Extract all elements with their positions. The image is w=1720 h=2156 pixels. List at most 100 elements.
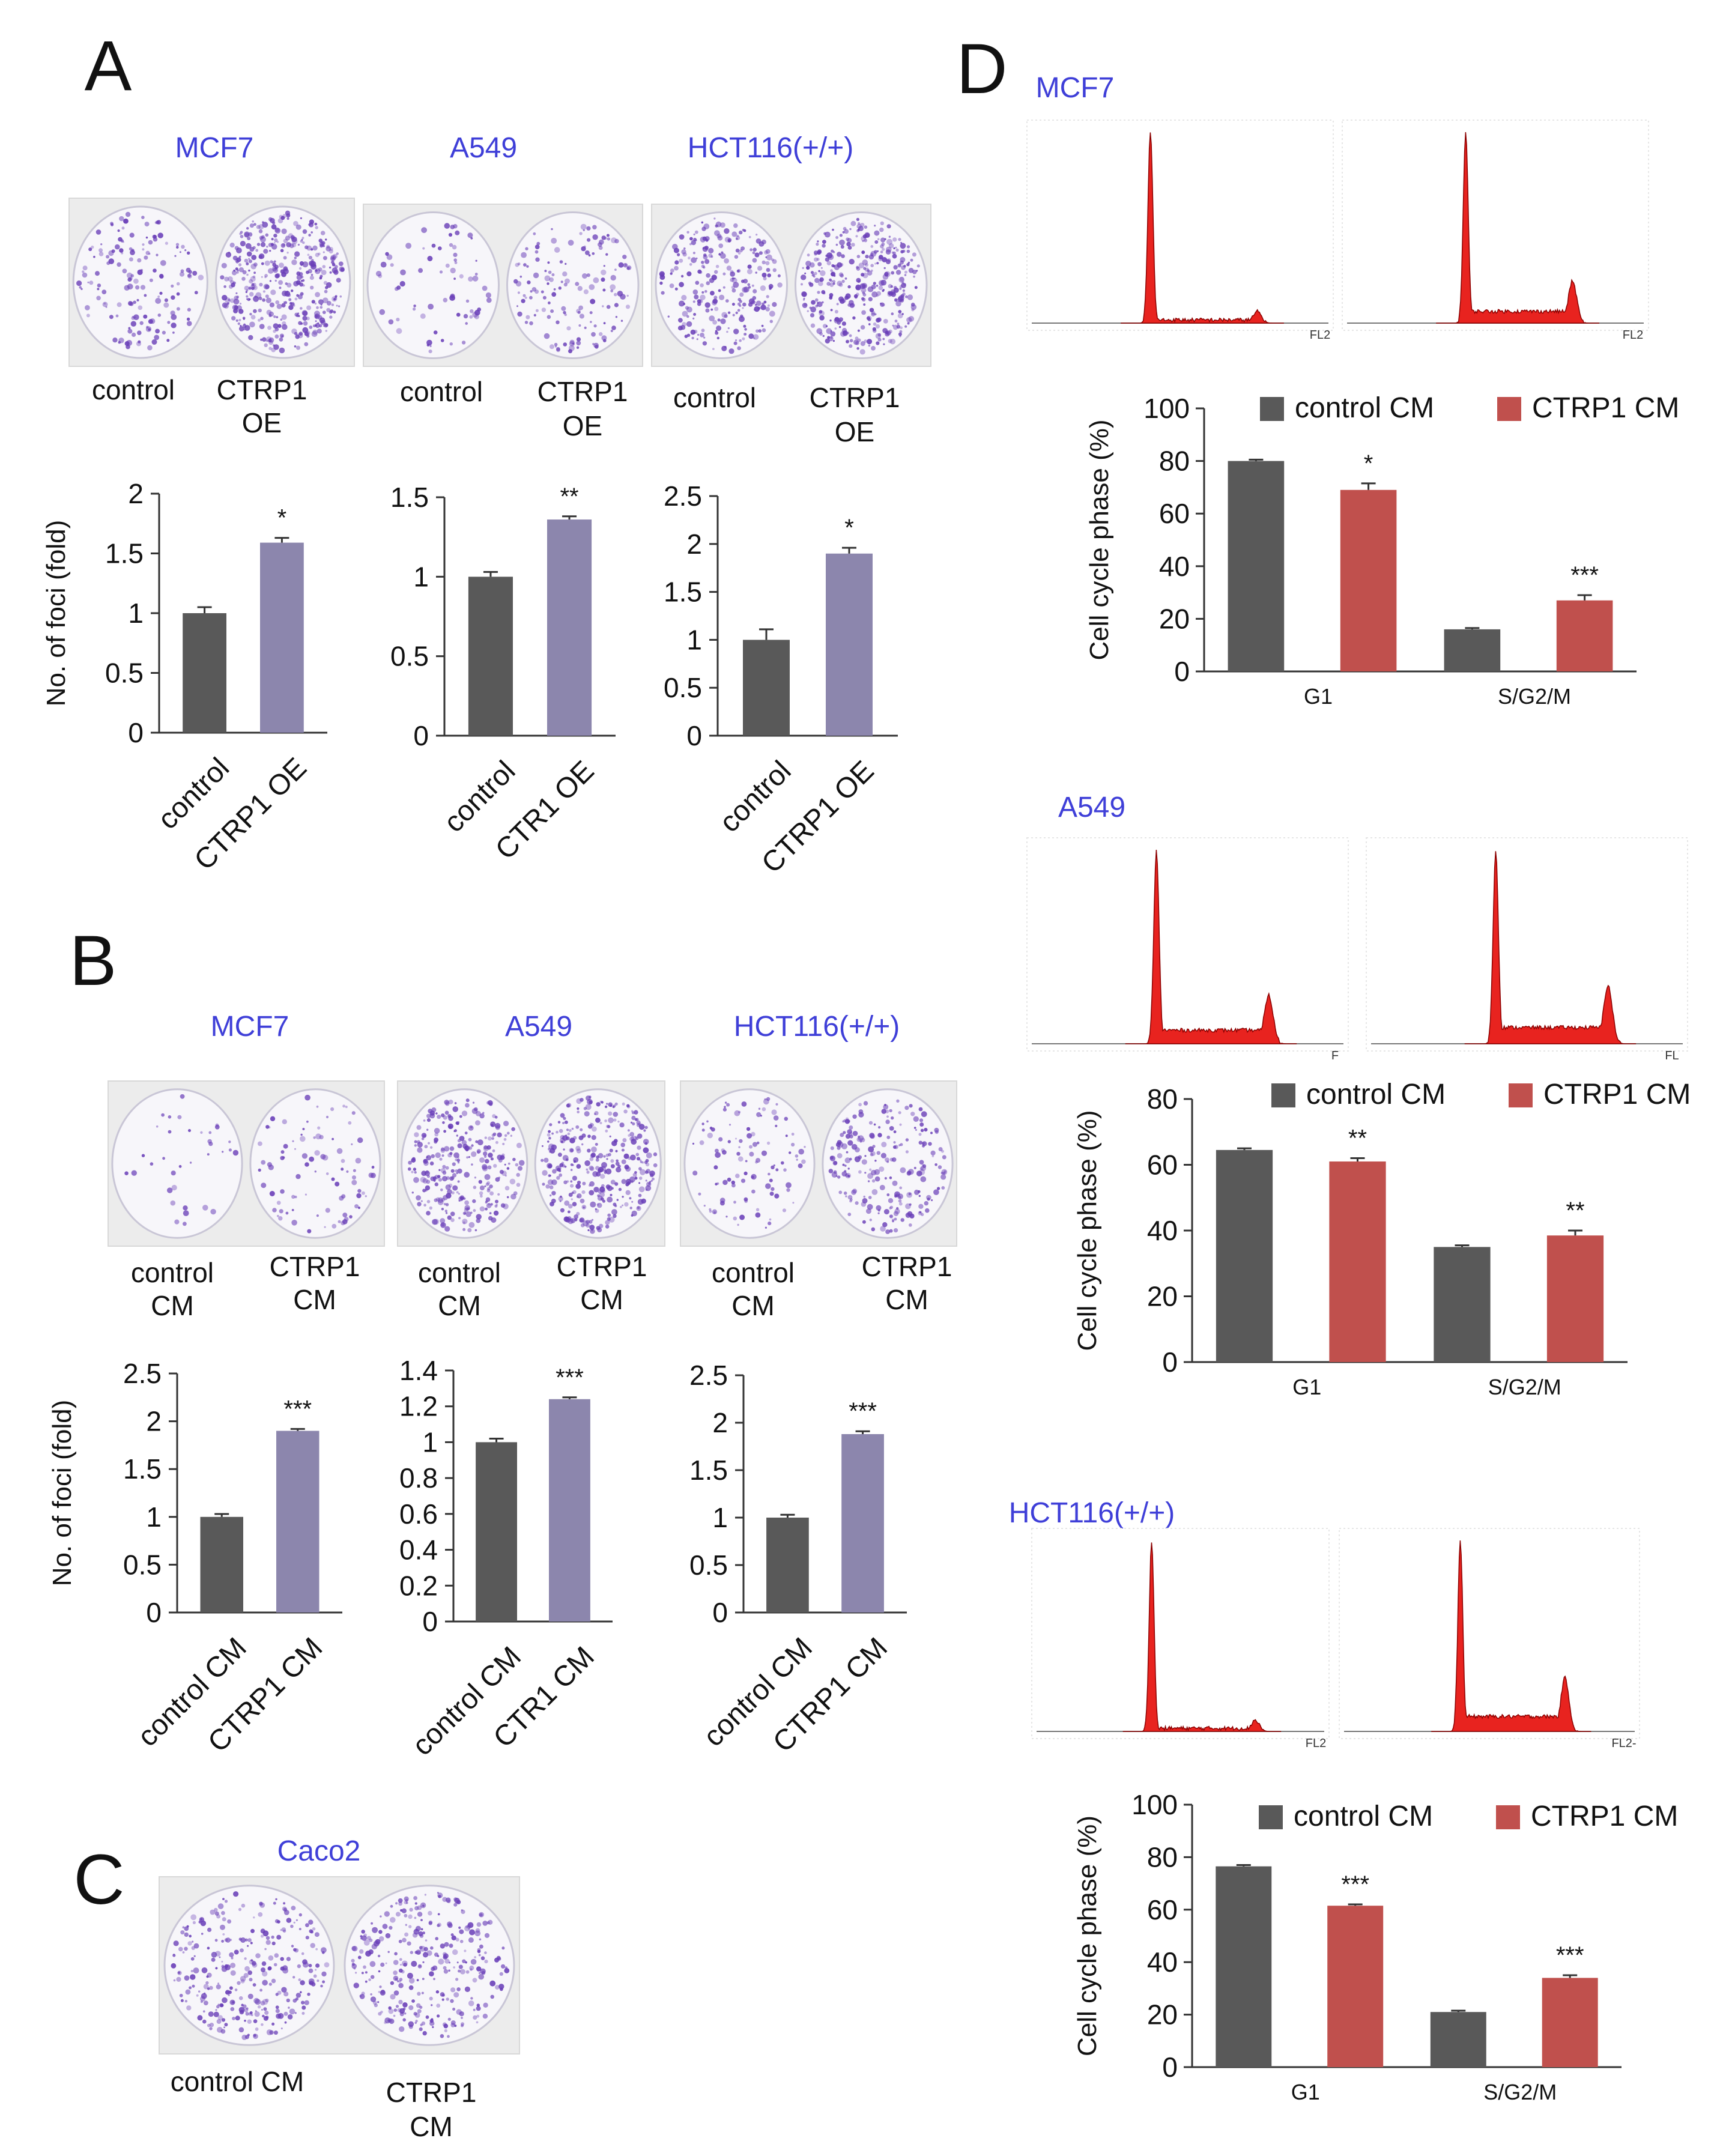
y-axis-title: Cell cycle phase (%)	[1085, 419, 1114, 660]
colony-dot	[622, 1196, 624, 1198]
colony-dot	[869, 1219, 873, 1222]
colony-dot	[714, 270, 718, 274]
colony-dot	[476, 2003, 480, 2007]
colony-dot	[370, 1172, 376, 1178]
colony-dot	[384, 2017, 391, 2024]
colony-dot	[576, 346, 580, 349]
colony-dot	[305, 1936, 309, 1940]
colony-dot	[190, 1957, 195, 1961]
colony-dot	[586, 1223, 590, 1228]
colony-dot	[408, 2021, 414, 2027]
colony-dot	[198, 274, 204, 280]
colony-dot	[444, 223, 450, 229]
legend-swatch	[1496, 1805, 1520, 1829]
colony-dot	[449, 1943, 453, 1948]
colony-dot	[295, 1919, 298, 1921]
colony-dot	[861, 1159, 867, 1165]
colony-dot	[276, 1934, 282, 1940]
colony-dot	[82, 272, 88, 278]
colony-dot	[285, 210, 291, 216]
colony-dot	[762, 260, 766, 265]
colony-dot	[422, 1931, 425, 1935]
colony-dot	[450, 2020, 456, 2026]
flow-axis-label: F	[1331, 1049, 1339, 1062]
colony-dot	[280, 216, 285, 220]
colony-dot	[842, 231, 845, 234]
colony-dot	[448, 1115, 453, 1121]
colony-dot	[637, 1199, 644, 1205]
colony-dot	[223, 285, 226, 288]
colony-dot	[365, 1195, 367, 1198]
colony-dot	[767, 273, 771, 277]
colony-dot	[238, 255, 241, 258]
colony-dot	[442, 1121, 445, 1124]
colony-dot	[295, 334, 300, 339]
colony-dot	[883, 267, 886, 270]
colony-dot	[310, 231, 313, 234]
colony-plates-b2	[397, 1080, 665, 1247]
colony-dot	[442, 1170, 447, 1175]
y-tick-label: 1	[712, 1502, 728, 1533]
colony-dot	[585, 250, 590, 255]
colony-dot	[455, 1937, 459, 1942]
colony-dot	[370, 1993, 372, 1996]
colony-dot	[193, 1943, 199, 1949]
colony-dot	[636, 1123, 640, 1127]
left-well	[655, 211, 789, 359]
colony-dot	[250, 1928, 255, 1933]
bar-0-1	[1430, 2012, 1486, 2067]
colony-dot	[906, 1192, 912, 1198]
colony-dot	[405, 1901, 408, 1904]
colony-dot	[311, 331, 318, 338]
colony-dot	[487, 1165, 492, 1170]
colony-dot	[717, 235, 723, 241]
colony-dot	[352, 1175, 356, 1180]
colony-dot	[504, 1966, 508, 1969]
colony-dot	[575, 1146, 581, 1151]
colony-dot	[876, 294, 879, 297]
colony-dot	[387, 1951, 390, 1953]
colony-dot	[835, 1175, 838, 1177]
colony-dot	[409, 1907, 413, 1912]
colony-dot	[645, 1189, 648, 1191]
colony-dot	[293, 1921, 295, 1924]
colony-dot	[444, 1210, 447, 1213]
colony-dot	[791, 1142, 795, 1147]
colony-dot	[483, 1155, 487, 1158]
y-tick-label: 20	[1147, 1281, 1178, 1312]
colony-dot	[554, 247, 560, 253]
colony-dot	[225, 1990, 229, 1994]
colony-dot	[443, 1130, 446, 1133]
colony-dot	[256, 243, 261, 246]
y-tick-label: 0	[1174, 656, 1190, 687]
colony-dot	[504, 1163, 506, 1166]
colony-dot	[832, 1160, 838, 1166]
colony-dot	[251, 286, 255, 290]
colony-dot	[398, 1939, 402, 1943]
colony-dot	[500, 1203, 506, 1208]
colony-dot	[329, 315, 333, 319]
colony-dot	[295, 280, 301, 285]
colony-dot	[876, 1151, 881, 1155]
colony-dot	[237, 1981, 241, 1985]
colony-dot	[608, 1111, 613, 1116]
colony-dot	[133, 300, 136, 304]
colony-dot	[721, 1148, 725, 1152]
colony-dot	[377, 1954, 381, 1958]
colony-dot	[312, 245, 318, 251]
colony-dot	[102, 301, 108, 307]
colony-dot	[887, 292, 892, 297]
colony-dot	[568, 349, 572, 354]
colony-dot	[283, 1991, 289, 1997]
colony-dot	[326, 1172, 329, 1175]
colony-dot	[269, 2030, 274, 2035]
colony-dot	[265, 233, 269, 237]
colony-dot	[559, 1128, 563, 1133]
colony-dot	[163, 302, 169, 308]
colony-dot	[502, 1142, 505, 1145]
colony-dot	[596, 1102, 601, 1107]
colony-dot	[249, 279, 253, 284]
colony-dot	[701, 1128, 705, 1132]
plate-label: CTRP1	[810, 382, 900, 413]
colony-dot	[626, 1104, 630, 1107]
